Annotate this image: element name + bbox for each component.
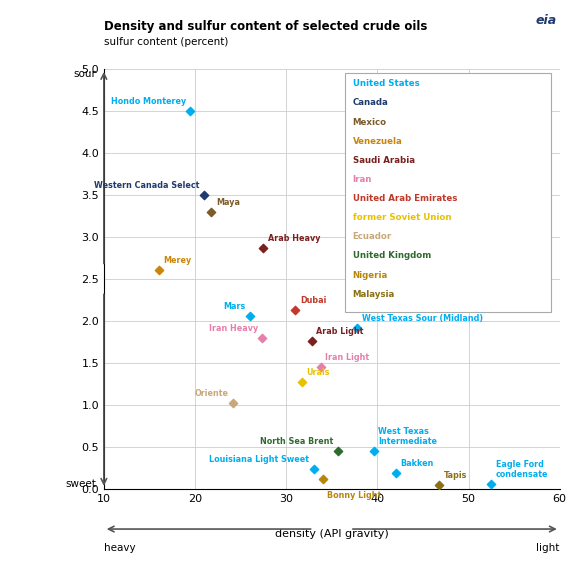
Text: Iran: Iran bbox=[353, 175, 372, 184]
Text: Oriente: Oriente bbox=[195, 389, 228, 398]
Text: Nigeria: Nigeria bbox=[353, 271, 388, 279]
Text: West Texas Sour (Midland): West Texas Sour (Midland) bbox=[362, 313, 483, 323]
Point bbox=[307, 336, 316, 346]
Text: United Kingdom: United Kingdom bbox=[353, 251, 431, 260]
Point bbox=[353, 323, 362, 332]
Text: Louisiana Light Sweet: Louisiana Light Sweet bbox=[209, 455, 309, 463]
Text: Saudi Arabia: Saudi Arabia bbox=[353, 156, 415, 165]
Point bbox=[391, 468, 400, 477]
Text: United Arab Emirates: United Arab Emirates bbox=[353, 194, 457, 203]
Text: North Sea Brent: North Sea Brent bbox=[260, 437, 334, 446]
Point bbox=[297, 378, 306, 387]
Text: sweet: sweet bbox=[66, 479, 96, 489]
Point bbox=[154, 266, 163, 275]
Point bbox=[369, 446, 379, 455]
Text: Arab Light: Arab Light bbox=[316, 327, 364, 336]
Text: Dubai: Dubai bbox=[300, 296, 326, 305]
Text: Iran Light: Iran Light bbox=[325, 353, 369, 362]
Point bbox=[186, 106, 195, 116]
Text: Iran Heavy: Iran Heavy bbox=[209, 324, 258, 333]
X-axis label: density (API gravity): density (API gravity) bbox=[275, 528, 389, 539]
Point bbox=[486, 479, 496, 488]
Text: Arab Heavy: Arab Heavy bbox=[268, 234, 320, 243]
Text: Eagle Ford
condensate: Eagle Ford condensate bbox=[496, 460, 548, 478]
Point bbox=[309, 464, 318, 473]
Text: former Soviet Union: former Soviet Union bbox=[353, 213, 451, 222]
Point bbox=[434, 481, 444, 490]
Text: sulfur content (percent): sulfur content (percent) bbox=[104, 37, 228, 47]
Text: United States: United States bbox=[353, 79, 419, 88]
Text: Ecuador: Ecuador bbox=[353, 232, 392, 242]
Text: Malaysia: Malaysia bbox=[353, 290, 395, 299]
Text: Maya: Maya bbox=[216, 198, 240, 206]
Text: Western Canada Select: Western Canada Select bbox=[94, 181, 200, 190]
Text: Venezuela: Venezuela bbox=[353, 137, 403, 145]
Point bbox=[258, 243, 268, 252]
Text: eia: eia bbox=[535, 14, 557, 28]
Text: Mars: Mars bbox=[223, 302, 245, 310]
FancyBboxPatch shape bbox=[346, 73, 550, 312]
Point bbox=[207, 207, 216, 216]
Text: heavy: heavy bbox=[104, 543, 136, 553]
Text: Mexico: Mexico bbox=[353, 117, 387, 126]
Text: Density and sulfur content of selected crude oils: Density and sulfur content of selected c… bbox=[104, 20, 427, 33]
Text: Tapis: Tapis bbox=[444, 472, 467, 480]
Text: Merey: Merey bbox=[163, 256, 192, 266]
Point bbox=[316, 362, 325, 371]
Point bbox=[200, 190, 209, 200]
Point bbox=[334, 446, 343, 455]
Text: Bonny Light: Bonny Light bbox=[327, 491, 381, 500]
Text: Canada: Canada bbox=[353, 98, 388, 108]
Text: West Texas
Intermediate: West Texas Intermediate bbox=[379, 427, 437, 446]
Point bbox=[228, 398, 238, 408]
Text: Bakken: Bakken bbox=[400, 459, 433, 468]
Point bbox=[318, 474, 327, 483]
Point bbox=[258, 334, 267, 343]
Point bbox=[291, 305, 300, 315]
Text: light: light bbox=[536, 543, 560, 553]
Point bbox=[245, 311, 254, 320]
Text: sour: sour bbox=[74, 69, 96, 79]
Text: Urals: Urals bbox=[306, 368, 329, 377]
Text: Hondo Monterey: Hondo Monterey bbox=[111, 97, 186, 106]
